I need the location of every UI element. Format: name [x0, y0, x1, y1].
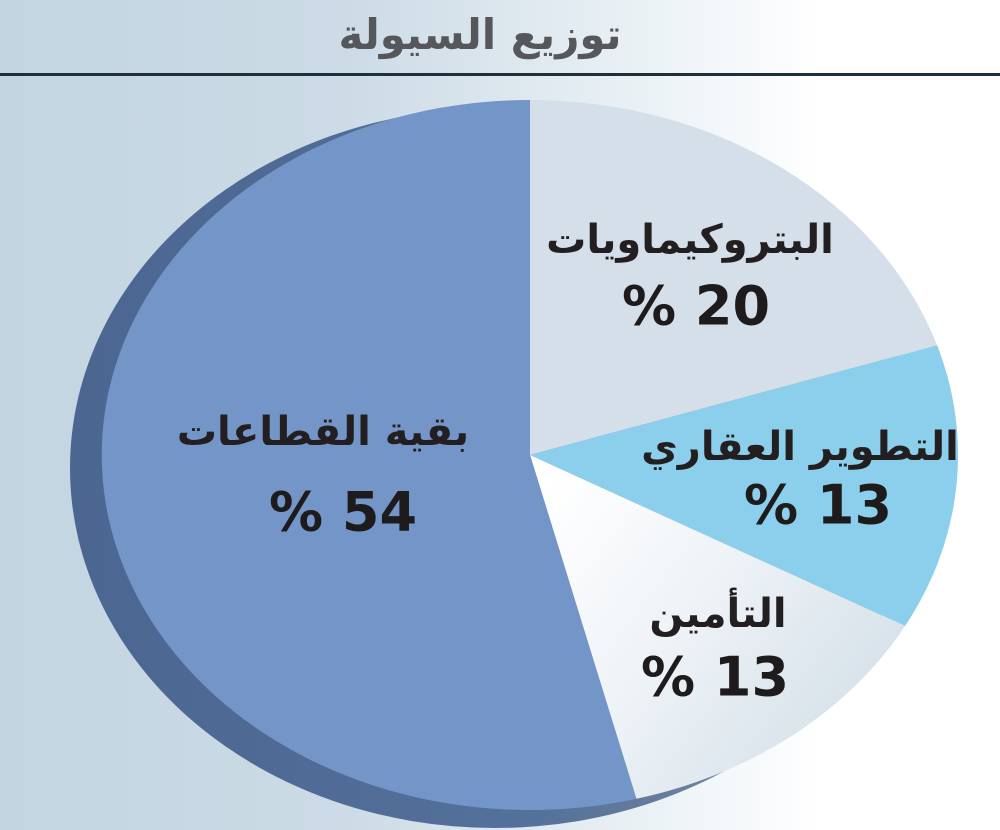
pie-slice-other-sectors — [101, 99, 637, 811]
pie-slice-petrochemicals — [530, 100, 938, 455]
title-divider-line — [0, 73, 1000, 76]
pie-slice-real-estate-development — [530, 345, 959, 626]
pie-slices-group — [101, 99, 959, 811]
chart-title: توزيع السيولة — [338, 10, 622, 59]
pie-slice-insurance — [530, 455, 906, 799]
